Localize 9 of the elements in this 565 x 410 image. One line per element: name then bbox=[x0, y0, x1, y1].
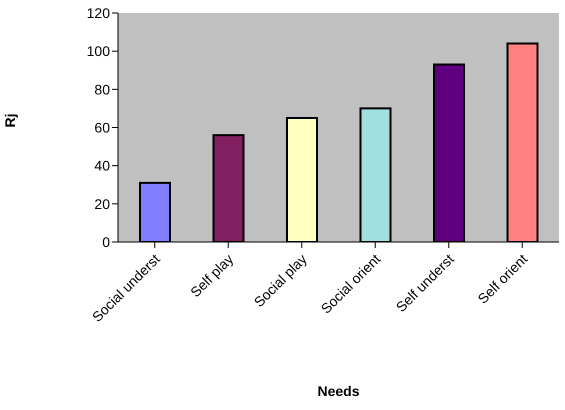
y-tick-label: 20 bbox=[94, 196, 110, 212]
y-tick-label: 60 bbox=[94, 119, 110, 136]
y-axis-title: Rj bbox=[2, 114, 18, 128]
y-tick-label: 0 bbox=[102, 234, 110, 250]
y-tick-label: 40 bbox=[94, 158, 110, 174]
y-tick-label: 80 bbox=[94, 81, 110, 98]
y-tick-label: 120 bbox=[86, 4, 110, 21]
x-axis-title: Needs bbox=[317, 383, 360, 399]
y-tick-label: 100 bbox=[86, 43, 110, 60]
